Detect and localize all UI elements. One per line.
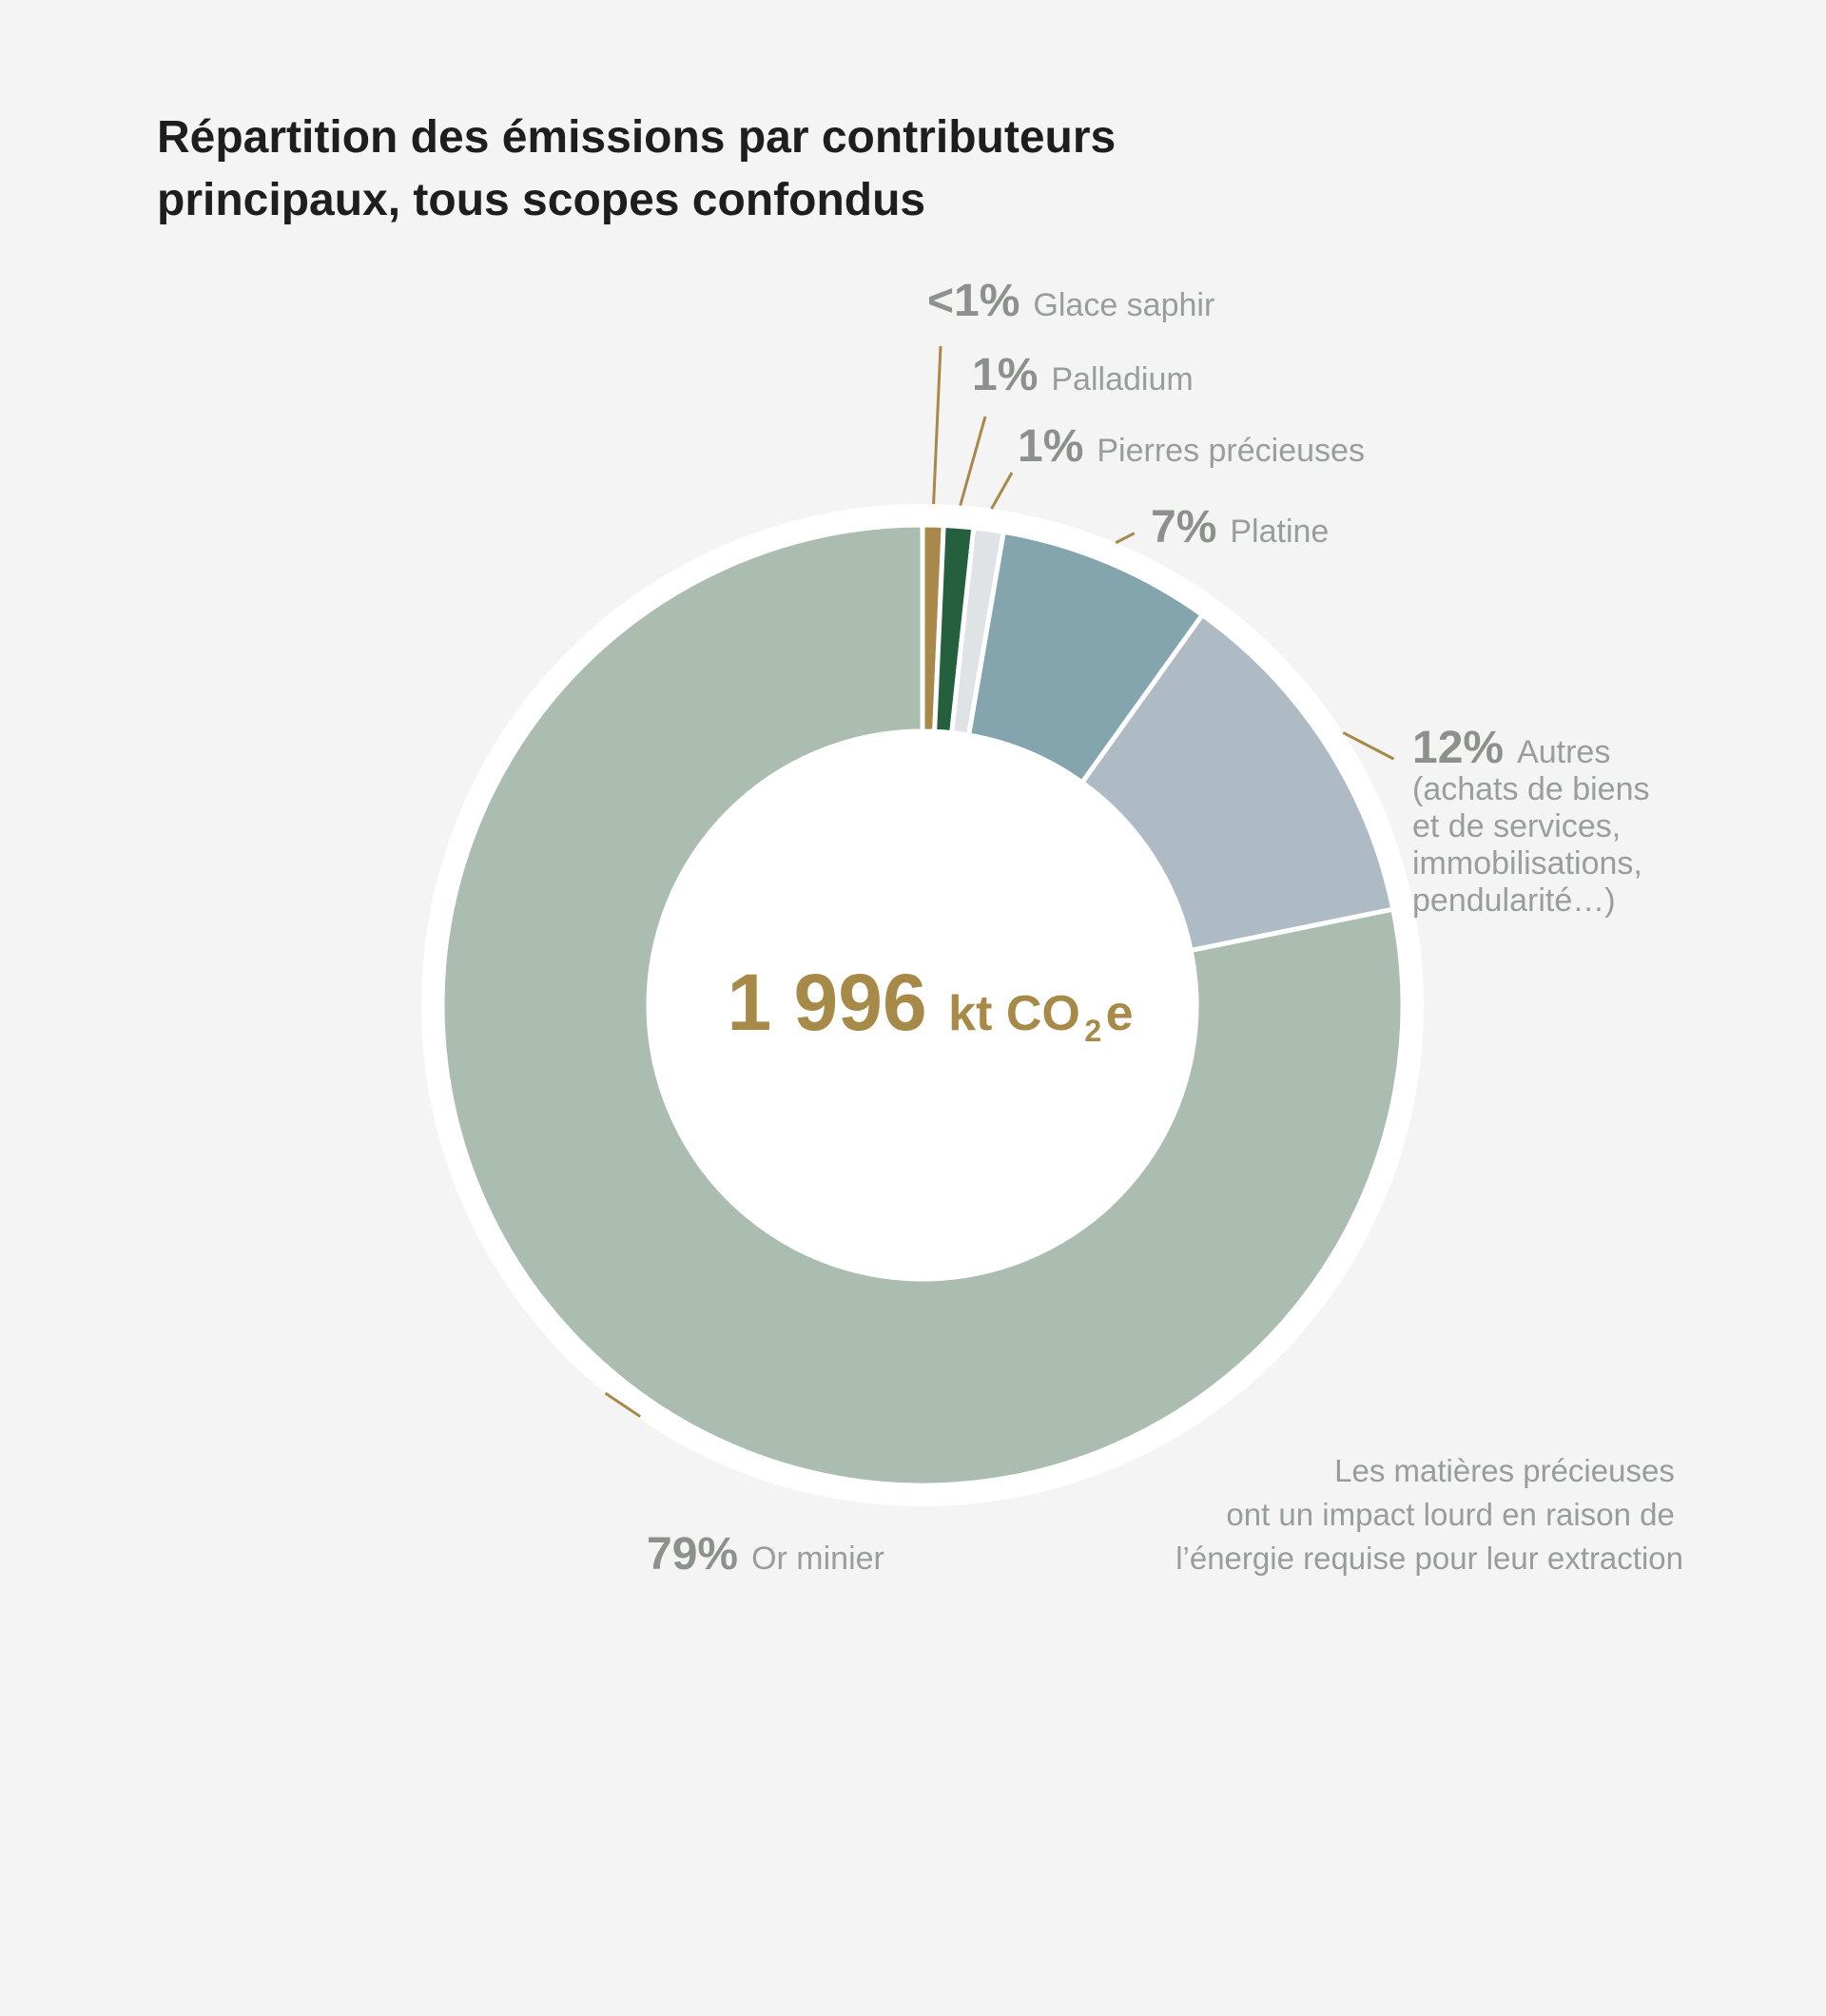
annotation: Les matières précieuses ont un impact lo… — [1175, 1453, 1683, 1576]
total-unit: kt CO — [948, 986, 1080, 1041]
slice-detail-autres-4: pendularité…) — [1412, 882, 1616, 919]
slice-name-platine: Platine — [1230, 514, 1329, 550]
slice-percent-platine: 7% — [1151, 502, 1216, 552]
slice-name-pierres-precieuses: Pierres précieuses — [1097, 433, 1365, 469]
leader-line-pierres-precieuses — [992, 473, 1012, 509]
leader-line-glace-saphir — [934, 346, 941, 504]
slice-label-platine: 7% Platine — [1151, 502, 1329, 552]
slice-percent-autres: 12% — [1412, 723, 1504, 773]
slice-detail-autres-1: (achats de biens — [1412, 771, 1650, 807]
total-unit-subscript: 2 — [1084, 1014, 1101, 1048]
total-unit-suffix: e — [1106, 986, 1134, 1041]
annotation-line-2: ont un impact lourd en raison de — [1226, 1497, 1674, 1532]
leader-line-palladium — [961, 417, 985, 505]
total-value: 1 996 — [728, 958, 927, 1047]
slice-detail-autres-3: immobilisations, — [1412, 845, 1642, 882]
slice-name-autres: Autres — [1517, 734, 1610, 770]
slice-percent-palladium: 1% — [972, 350, 1038, 400]
annotation-line-1: Les matières précieuses — [1334, 1453, 1675, 1488]
slice-percent-glace-saphir: <1% — [927, 276, 1020, 326]
slice-label-pierres-precieuses: 1% Pierres précieuses — [1018, 421, 1365, 472]
slice-label-glace-saphir: <1% Glace saphir — [927, 276, 1214, 326]
slice-name-or-minier: Or minier — [751, 1541, 884, 1577]
slice-name-palladium: Palladium — [1051, 361, 1193, 397]
slice-detail-autres-2: et de services, — [1412, 808, 1621, 844]
slice-label-autres: 12% Autres (achats de biens et de services,… — [1412, 723, 1650, 919]
slice-label-or-minier: 79% Or minier — [647, 1529, 884, 1580]
annotation-line-3: l’énergie requise pour leur extraction — [1175, 1541, 1683, 1576]
slice-label-palladium: 1% Palladium — [972, 350, 1194, 400]
leader-line-platine — [1116, 533, 1135, 543]
slice-percent-or-minier: 79% — [647, 1529, 738, 1580]
slice-name-glace-saphir: Glace saphir — [1033, 287, 1214, 323]
slice-percent-pierres-precieuses: 1% — [1018, 421, 1083, 472]
